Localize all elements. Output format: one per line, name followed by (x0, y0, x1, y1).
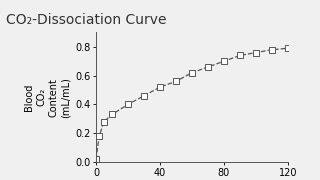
Text: CO₂-Dissociation Curve: CO₂-Dissociation Curve (6, 13, 167, 27)
Y-axis label: Blood
CO₂
Content
(mL/mL): Blood CO₂ Content (mL/mL) (24, 77, 71, 118)
